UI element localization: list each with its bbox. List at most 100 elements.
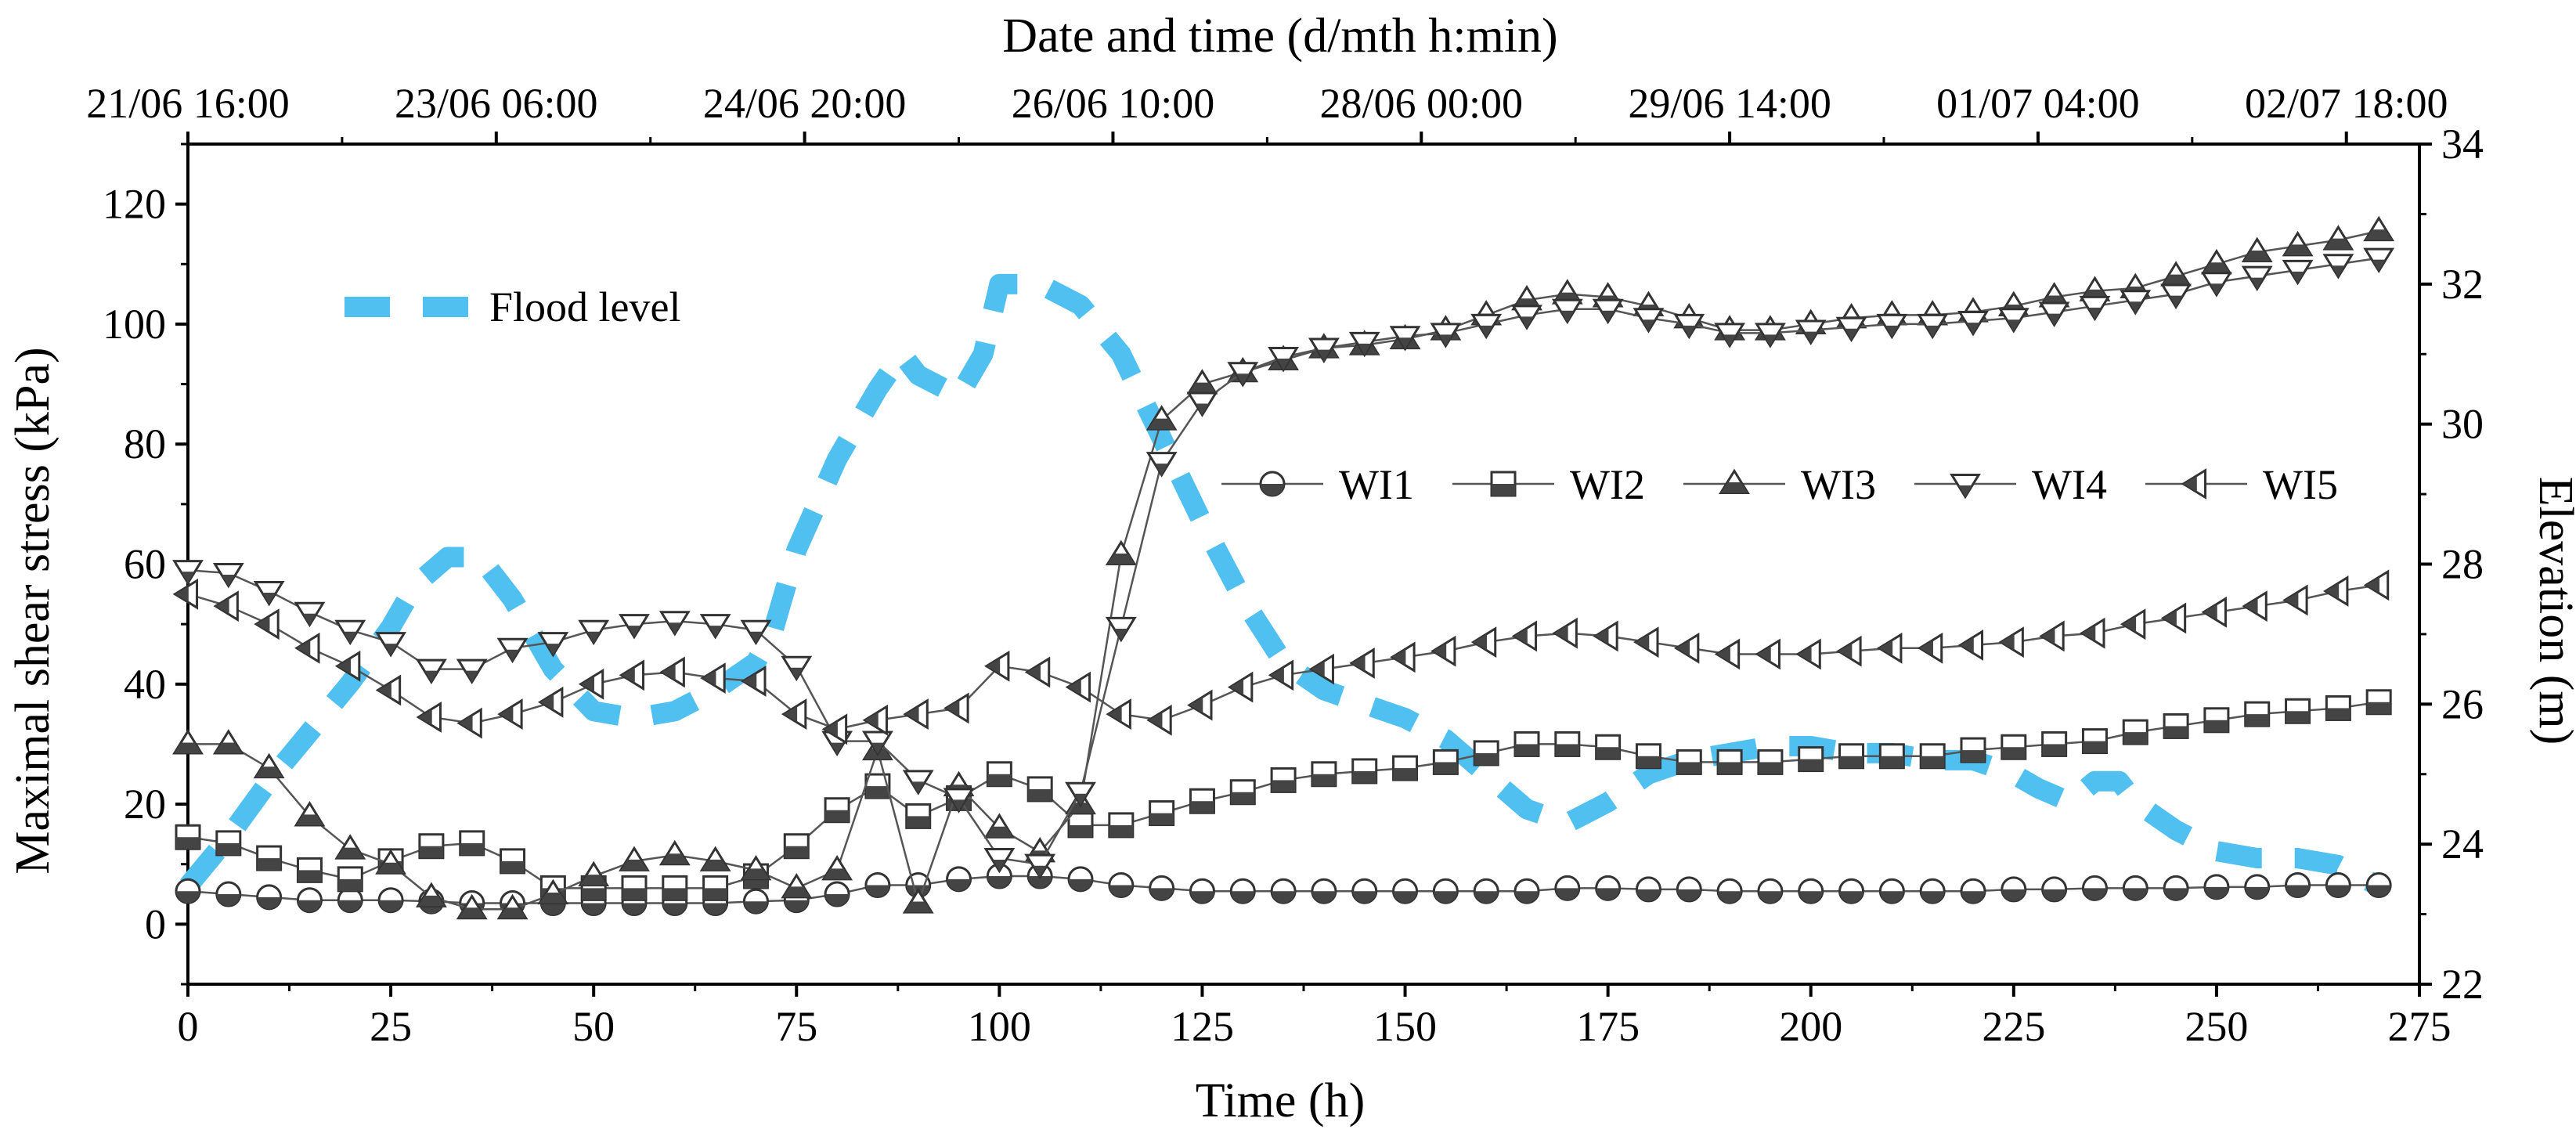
wi1-point-fill [865,885,889,897]
x-tick-label: 25 [370,1003,412,1050]
wi3-point-fill [215,742,243,753]
wi4-point-fill [993,860,1006,871]
wi2-point-fill [1921,756,1945,768]
wi3-point-fill [661,853,689,864]
wi4-point-fill [1114,628,1128,640]
wi4-point-fill [830,742,844,755]
wi5-point-fill [1229,679,1244,695]
wi5-point-fill [2365,577,2380,593]
wi3-point-fill [2162,274,2190,286]
wi2-point-fill [1149,813,1174,825]
wi2-point-fill [1718,762,1742,774]
wi5-point-fill [1189,697,1203,713]
wi4-point-fill [668,622,682,634]
wi5-point-fill [742,673,757,689]
wi4-point-fill [181,572,195,583]
wi2-point-fill [176,837,200,850]
wi4-point-fill [2007,319,2021,331]
wi4-point-fill [2372,259,2386,272]
wi1-point-fill [2367,885,2391,897]
wi1-point-fill [2204,886,2228,899]
wi5-point-fill [986,658,1001,674]
wi4-point-fill [2129,301,2142,313]
wi2-point-fill [1272,780,1296,792]
top-tick-label: 23/06 06:00 [395,80,598,127]
wi4-point-fill [1966,323,1980,334]
top-tick-label: 28/06 00:00 [1320,80,1524,127]
top-tick-label: 24/06 20:00 [703,80,907,127]
top-tick-label: 21/06 16:00 [86,80,290,127]
wi2-point-fill [500,860,525,873]
left-y-tick-label: 0 [145,900,166,947]
wi1-point-fill [298,900,322,912]
wi2-point-fill [1880,756,1904,768]
wi2-point-fill [2001,747,2026,759]
top-axis-title: Date and time (d/mth h:min) [1002,9,1557,63]
wi4-point-fill [1479,325,1493,337]
wi3-point-fill [377,862,405,874]
x-tick-label: 75 [775,1003,817,1050]
wi1-point-fill [1109,885,1133,897]
wi5-point-fill [1595,628,1609,644]
wi5-point-fill [539,694,554,710]
wi4-point-fill [1723,334,1737,346]
wi4-point-fill [1196,403,1209,416]
wi4-point-fill [1398,337,1412,349]
wi3-point-fill [904,901,932,913]
wi3-point-fill [2325,238,2352,250]
wi1-point-fill [216,894,240,907]
wi4-point-fill [222,574,236,586]
wi4-point-fill [2332,265,2345,277]
legend-label-wi1: WI1 [1339,461,1414,508]
legend-label-wi3: WI3 [1801,461,1876,508]
wi4-point-fill [1642,319,1655,331]
wi5-point-fill [1026,664,1041,680]
right-y-tick-label: 34 [2441,121,2484,168]
wi4-point-fill [952,799,965,811]
wi5-point-fill [864,712,879,728]
wi3-point-fill [2365,229,2393,240]
wi5-point-fill [702,670,716,686]
legend-marker-wi5-fill [2183,476,2197,492]
wi1-point-fill [2083,888,2107,900]
wi3-point-fill [174,742,202,753]
wi2-point-fill [2326,708,2351,720]
wi3-point-fill [742,868,770,879]
wi2-point-fill [703,888,727,900]
x-tick-label: 225 [1982,1003,2045,1050]
wi4-point-fill [790,667,803,680]
wi5-point-fill [418,709,432,725]
wi4-point-fill [1885,325,1899,337]
wi2-point-fill [2367,702,2391,714]
right-y-tick-label: 22 [2441,961,2484,1008]
wi1-point-fill [541,903,565,915]
wi4-point-fill [1601,310,1615,323]
wi4-point-fill [1520,316,1534,328]
wi1-point-fill [1434,891,1458,904]
wi1-point-fill [825,894,850,907]
wi2-point-fill [1961,750,1985,763]
wi3-point-fill [2203,262,2231,273]
wi4-point-fill [506,649,519,662]
wi5-point-fill [2122,616,2137,632]
wi5-point-fill [1311,661,1325,677]
wi3-point-fill [579,875,608,886]
wi4-point-fill [1033,865,1047,878]
wi4-point-fill [344,631,357,644]
wi1-point-fill [1272,891,1296,904]
wi4-point-fill [1276,359,1290,370]
wi1-point-fill [2042,889,2066,901]
wi3-point-fill [296,814,323,825]
wi4-point-fill [1317,349,1331,362]
wi5-point-fill [2325,583,2340,599]
wi1-point-fill [662,903,687,915]
flood-legend-label: Flood level [489,283,680,330]
wi3-point-fill [1148,418,1175,430]
wi5-point-fill [1676,640,1690,656]
series-layer [172,215,2395,920]
wi3-point-fill [2284,244,2311,255]
x-axis-title: Time (h) [1196,1074,1365,1127]
wi1-point-fill [785,900,809,912]
left-y-tick-label: 80 [124,420,166,467]
